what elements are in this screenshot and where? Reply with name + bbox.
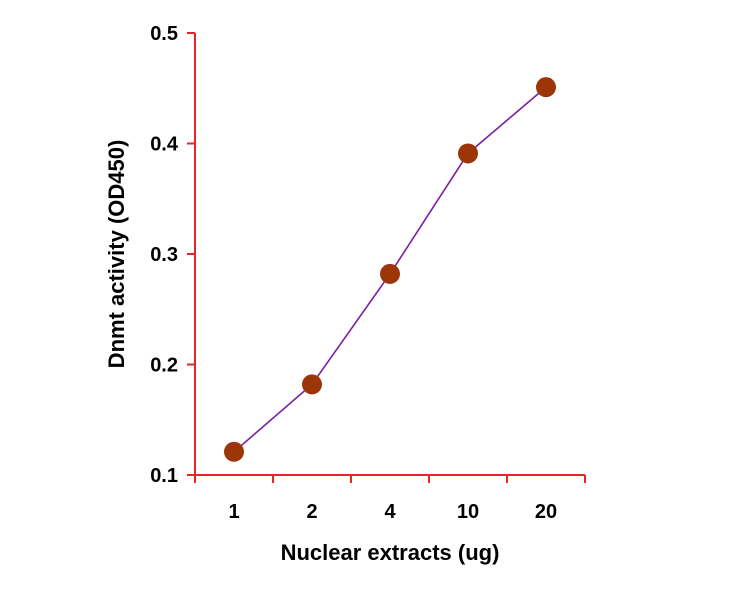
x-tick-label: 1 [228, 501, 239, 523]
data-point [536, 77, 556, 98]
axes: 0.1 0.2 0.3 0.4 0.5 1 2 4 10 20 [150, 23, 586, 523]
data-point [380, 263, 400, 284]
x-axis-title: Nuclear extracts (ug) [281, 540, 500, 565]
y-tick-label: 0.5 [150, 23, 178, 45]
x-tick-label: 2 [306, 501, 317, 523]
y-tick-label: 0.4 [150, 134, 179, 156]
y-tick-label: 0.2 [150, 355, 178, 377]
data-point [302, 374, 322, 395]
x-tick-label: 10 [457, 501, 479, 523]
series-layer [224, 77, 556, 462]
data-point [224, 441, 244, 462]
x-tick-label: 4 [384, 501, 396, 523]
x-ticks: 1 2 4 10 20 [194, 475, 586, 523]
x-tick-label: 20 [535, 501, 557, 523]
y-ticks: 0.1 0.2 0.3 0.4 0.5 [150, 23, 195, 487]
y-tick-label: 0.3 [150, 244, 178, 266]
y-axis-title: Dnmt activity (OD450) [104, 140, 129, 369]
data-point [458, 143, 478, 164]
y-tick-label: 0.1 [150, 465, 178, 487]
